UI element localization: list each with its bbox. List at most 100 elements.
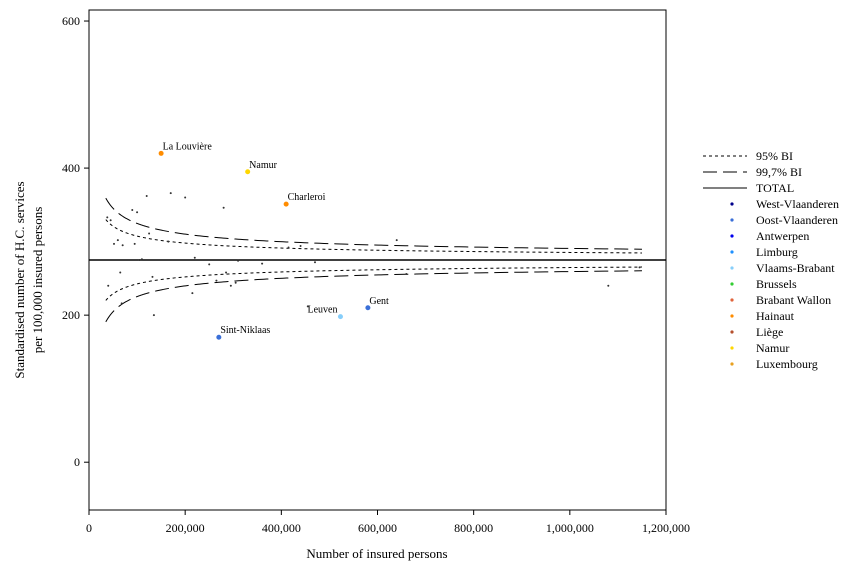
y-tick-label: 400 (62, 161, 80, 175)
data-point (299, 245, 302, 248)
labeled-point (158, 150, 164, 156)
labeled-point (283, 201, 289, 207)
legend-label-luxembourg: Luxembourg (756, 357, 818, 371)
data-point (234, 281, 237, 284)
data-point (116, 239, 119, 242)
data-point (131, 209, 134, 211)
labeled-points: La Louvière Namur Charleroi Gent Leuven Sint-… (158, 141, 389, 340)
y-tick-label: 0 (74, 455, 80, 469)
y-axis-label-line2: per 100,000 insured persons (30, 207, 45, 354)
y-axis-label-line1: Standardised number of H.C. services (12, 181, 27, 378)
data-point (151, 275, 154, 278)
legend-label-limburg: Limburg (756, 245, 798, 259)
x-tick-label: 600,000 (358, 521, 397, 535)
x-tick-label: 400,000 (262, 521, 301, 535)
y-tick-label: 600 (62, 14, 80, 28)
data-point (169, 192, 172, 195)
labeled-point (216, 334, 222, 340)
data-point (148, 232, 151, 235)
y-tick-label: 200 (62, 308, 80, 322)
legend-label-total: TOTAL (756, 181, 794, 195)
data-point (136, 211, 139, 214)
data-point (222, 206, 225, 209)
legend-swatch-vlaams-brabant (730, 266, 734, 270)
data-point (193, 256, 196, 259)
ci95-lower-curve (105, 266, 642, 301)
data-point (140, 258, 143, 261)
data-point (607, 284, 610, 287)
legend-label-vlaams-brabant: Vlaams-Brabant (756, 261, 835, 275)
point-label: Gent (369, 296, 389, 307)
legend-label-antwerpen: Antwerpen (756, 229, 809, 243)
legend-label-hainaut: Hainaut (756, 309, 795, 323)
data-point (152, 314, 155, 317)
legend-label-namur: Namur (756, 341, 789, 355)
data-point (109, 219, 112, 222)
legend-swatch-namur (730, 346, 734, 350)
data-point (106, 216, 109, 219)
x-tick-label: 0 (86, 521, 92, 535)
data-point (167, 240, 170, 243)
data-point (184, 196, 187, 199)
legend-swatch-oost-vlaanderen (730, 218, 734, 222)
point-label: Charleroi (288, 192, 326, 203)
legend-swatch-liege (730, 330, 734, 334)
ci95-upper-curve (105, 219, 642, 254)
data-point (395, 239, 398, 242)
data-point (261, 262, 264, 265)
data-point (405, 272, 408, 275)
point-label: Leuven (307, 305, 337, 316)
legend-label-brussels: Brussels (756, 277, 797, 291)
labeled-point (245, 169, 251, 175)
legend-label-ci997: 99,7% BI (756, 165, 802, 179)
data-points (106, 192, 641, 317)
legend-swatch-antwerpen (730, 234, 734, 238)
legend-swatch-limburg (730, 250, 734, 254)
x-axis-label: Number of insured persons (306, 546, 447, 561)
legend-label-west-vlaanderen: West-Vlaanderen (756, 197, 839, 211)
data-point (306, 305, 309, 308)
x-tick-label: 200,000 (166, 521, 205, 535)
x-tick-label: 800,000 (454, 521, 493, 535)
legend: 95% BI 99,7% BI TOTAL West-Vlaanderen Oost-V… (703, 149, 839, 371)
legend-swatch-hainaut (730, 314, 734, 318)
ci997-lower-curve (105, 270, 642, 323)
x-tick-label: 1,200,000 (642, 521, 690, 535)
control-limit-curves (105, 197, 642, 323)
legend-label-oost-vlaanderen: Oost-Vlaanderen (756, 213, 838, 227)
labeled-point (365, 305, 371, 311)
y-axis: 0 200 400 600 (62, 14, 89, 469)
point-label: Sint-Niklaas (220, 325, 270, 336)
data-point (120, 302, 123, 305)
data-point (225, 271, 228, 274)
legend-swatch-brussels (730, 282, 734, 286)
data-point (121, 244, 124, 247)
data-point (113, 242, 116, 245)
data-point (215, 279, 218, 282)
data-point (138, 259, 141, 261)
labeled-point (337, 314, 343, 320)
ci997-upper-curve (105, 197, 642, 250)
data-point (145, 195, 148, 198)
legend-label-brabant-wallon: Brabant Wallon (756, 293, 831, 307)
data-point (191, 292, 194, 295)
data-point (107, 284, 110, 287)
legend-label-ci95: 95% BI (756, 149, 793, 163)
data-point (313, 261, 316, 264)
point-label: La Louvière (163, 141, 213, 152)
data-point (287, 246, 290, 249)
data-point (229, 284, 232, 287)
data-point (208, 263, 211, 266)
legend-swatch-brabant-wallon (730, 298, 734, 302)
data-point (638, 266, 641, 269)
legend-swatch-west-vlaanderen (730, 202, 734, 206)
x-tick-label: 1,000,000 (546, 521, 594, 535)
legend-swatch-luxembourg (730, 362, 734, 366)
data-point (237, 259, 240, 262)
data-point (119, 271, 122, 274)
legend-label-liege: Liège (756, 325, 783, 339)
x-axis: 0 200,000 400,000 600,000 800,000 1,000,000 1,… (86, 510, 690, 535)
data-point (133, 242, 136, 245)
point-label: Namur (249, 160, 277, 171)
